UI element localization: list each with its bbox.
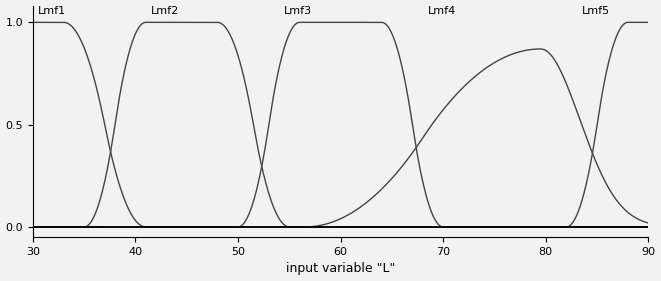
- Text: Lmf5: Lmf5: [582, 6, 610, 16]
- Text: Lmf2: Lmf2: [151, 6, 179, 16]
- Text: Lmf1: Lmf1: [38, 6, 66, 16]
- X-axis label: input variable "L": input variable "L": [286, 262, 395, 275]
- Text: Lmf3: Lmf3: [284, 6, 313, 16]
- Text: Lmf4: Lmf4: [428, 6, 456, 16]
